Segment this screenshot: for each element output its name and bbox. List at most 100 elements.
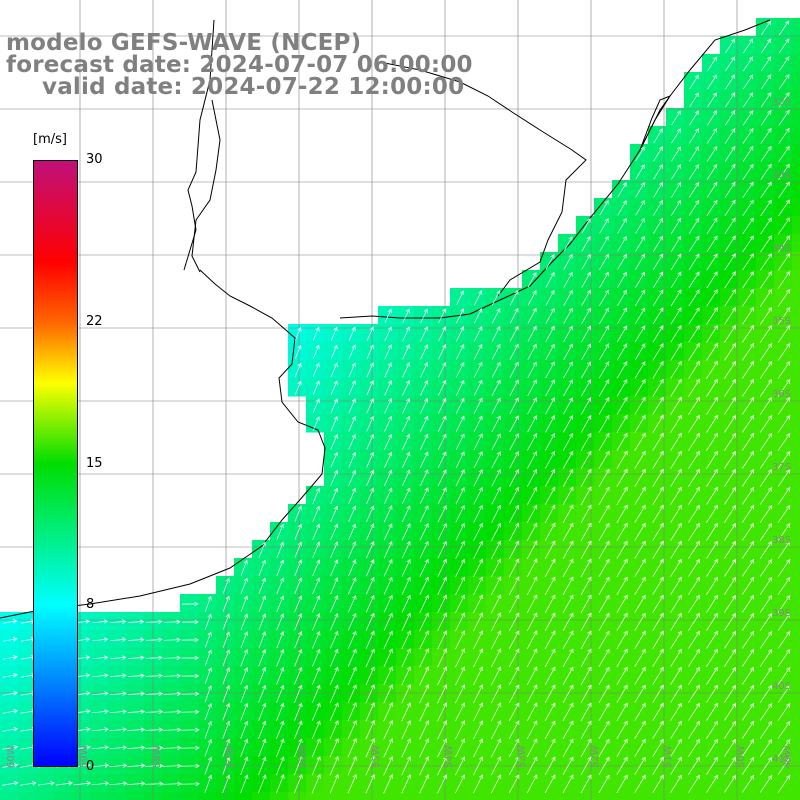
wind-arrow — [258, 613, 267, 631]
wind-arrow — [760, 594, 773, 613]
wind-arrow — [563, 343, 573, 361]
wind-arrow — [688, 199, 700, 216]
wind-arrow — [777, 685, 791, 703]
wind-arrow — [222, 613, 230, 631]
wind-speed-cell — [648, 468, 667, 487]
wind-arrow — [580, 379, 592, 397]
wind-arrow — [777, 505, 791, 523]
wind-arrow — [562, 702, 574, 722]
wind-arrow — [258, 774, 267, 794]
wind-speed-cell — [594, 702, 613, 721]
wind-arrow — [634, 361, 646, 379]
wind-arrow — [599, 218, 609, 234]
wind-speed-cell — [684, 126, 703, 145]
wind-speed-cell — [594, 576, 613, 595]
wind-speed-cell — [252, 792, 271, 800]
wind-arrow — [635, 199, 645, 216]
wind-speed-cell — [360, 738, 379, 757]
wind-arrow — [634, 684, 646, 703]
wind-speed-cell — [648, 180, 667, 199]
wind-speed-cell — [594, 198, 613, 217]
wind-speed-cell — [342, 378, 361, 397]
wind-arrow — [742, 307, 754, 325]
wind-speed-cell — [342, 792, 361, 800]
wind-arrow — [455, 684, 466, 704]
wind-speed-cell — [558, 288, 577, 307]
wind-arrow — [312, 398, 320, 414]
wind-speed-cell — [684, 216, 703, 235]
wind-speed-cell — [684, 576, 703, 595]
wind-speed-cell — [378, 756, 397, 775]
wind-arrow — [562, 684, 574, 704]
wind-speed-cell — [468, 756, 487, 775]
wind-arrow — [275, 756, 285, 776]
wind-arrow — [777, 307, 791, 325]
wind-arrow — [707, 92, 717, 108]
wind-arrow — [580, 774, 592, 794]
wind-arrow — [777, 757, 791, 775]
wind-speed-cell — [360, 378, 379, 397]
wind-arrow — [491, 540, 501, 559]
wind-arrow — [706, 468, 718, 487]
wind-speed-cell — [612, 774, 631, 793]
wind-speed-cell — [540, 504, 559, 523]
wind-speed-cell — [396, 522, 415, 541]
wind-arrow — [330, 577, 339, 595]
wind-arrow — [760, 163, 772, 180]
wind-arrow — [724, 756, 736, 775]
wind-arrow — [365, 541, 375, 559]
wind-speed-cell — [18, 774, 37, 793]
wind-speed-cell — [648, 414, 667, 433]
wind-speed-cell — [630, 396, 649, 415]
wind-arrow — [652, 540, 664, 559]
wind-speed-cell — [684, 180, 703, 199]
wind-speed-cell — [594, 612, 613, 631]
wind-arrow — [634, 594, 646, 613]
wind-arrow — [420, 308, 428, 324]
wind-speed-cell — [594, 432, 613, 451]
wind-speed-cell — [666, 522, 685, 541]
wind-arrow — [670, 396, 682, 415]
wind-arrow — [437, 415, 447, 432]
wind-arrow — [437, 612, 447, 632]
wind-arrow — [742, 396, 755, 415]
wind-arrow — [162, 763, 182, 769]
wind-speed-cell — [450, 468, 469, 487]
wind-speed-cell — [504, 504, 523, 523]
wind-arrow — [276, 559, 284, 576]
wind-arrow — [777, 631, 791, 649]
wind-arrow — [509, 433, 519, 451]
wind-arrow — [742, 486, 755, 505]
wind-arrow — [401, 540, 411, 559]
wind-arrow — [384, 415, 393, 432]
wind-arrow — [544, 666, 556, 686]
wind-speed-cell — [126, 738, 145, 757]
wind-speed-cell — [414, 738, 433, 757]
wind-speed-cell — [630, 522, 649, 541]
wind-speed-cell — [612, 234, 631, 253]
wind-speed-cell — [342, 414, 361, 433]
wind-speed-cell — [540, 342, 559, 361]
wind-arrow — [544, 720, 556, 740]
wind-speed-cell — [216, 774, 235, 793]
wind-arrow — [652, 756, 664, 775]
wind-speed-cell — [90, 666, 109, 685]
wind-arrow — [401, 451, 411, 468]
wind-arrow — [670, 486, 682, 505]
wind-arrow — [383, 612, 393, 631]
wind-speed-cell — [666, 738, 685, 757]
wind-arrow — [760, 630, 773, 649]
wind-speed-cell — [684, 594, 703, 613]
wind-arrow — [760, 414, 773, 433]
wind-speed-cell — [504, 468, 523, 487]
wind-speed-cell — [504, 432, 523, 451]
wind-arrow — [329, 738, 339, 758]
wind-speed-cell — [360, 432, 379, 451]
wind-speed-cell — [306, 792, 325, 800]
wind-speed-cell — [414, 468, 433, 487]
wind-arrow — [276, 523, 284, 540]
wind-speed-cell — [306, 396, 325, 415]
wind-arrow — [706, 289, 718, 307]
wind-arrow — [742, 324, 755, 343]
wind-arrow — [581, 218, 591, 234]
